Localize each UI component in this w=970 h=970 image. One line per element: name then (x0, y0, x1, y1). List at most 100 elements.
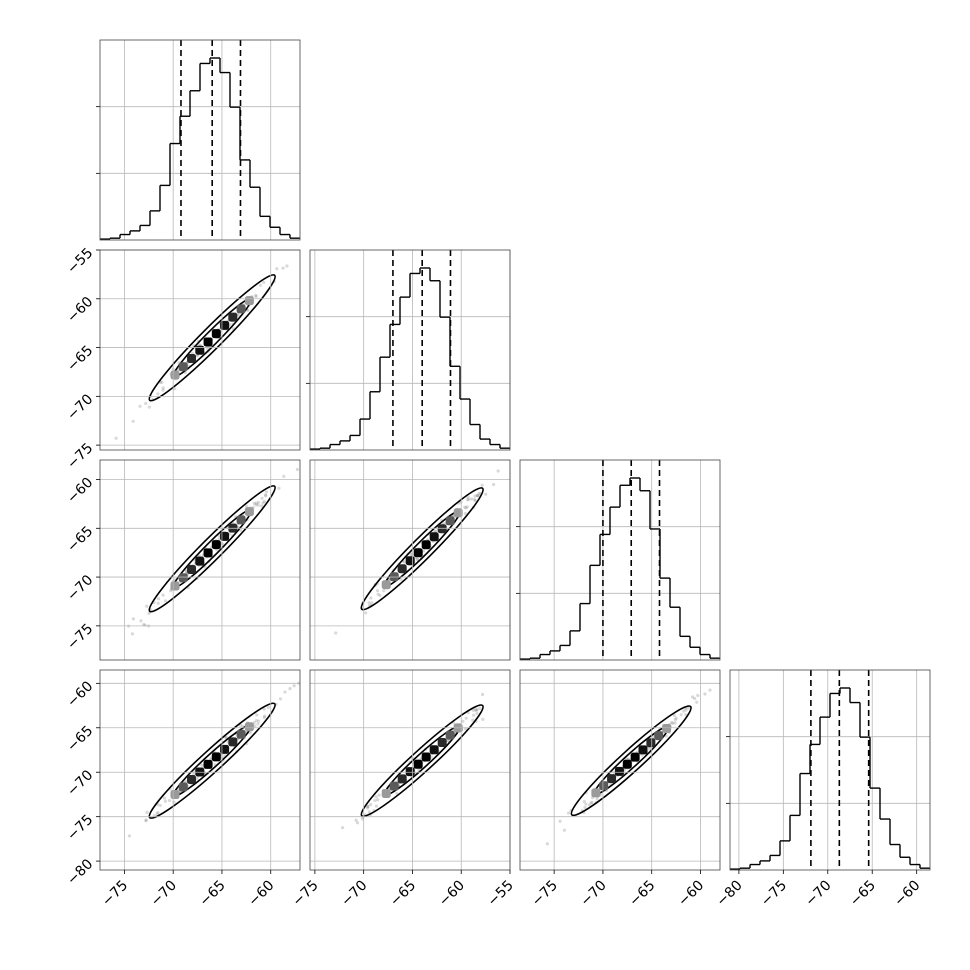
x-tick-label-0-3: −60 (245, 878, 277, 910)
y-tick-label-2-0: −75 (64, 621, 96, 653)
sample-point (395, 791, 399, 796)
sample-point (367, 810, 371, 814)
sample-point (195, 777, 199, 781)
sample-point (246, 308, 250, 313)
sample-point (295, 467, 299, 472)
density-cell-2 (187, 774, 197, 784)
sample-point (472, 498, 477, 502)
sample-point (201, 763, 205, 768)
density-cell-3 (405, 556, 415, 566)
sample-point (478, 706, 482, 710)
density-cell-4 (413, 759, 423, 769)
sample-point (365, 806, 370, 810)
panel-frame-2-2 (519, 459, 721, 661)
sample-point (377, 793, 381, 797)
density-cell-5 (211, 329, 221, 339)
sample-point (481, 717, 485, 721)
sample-point (131, 617, 135, 621)
sample-point (224, 735, 228, 740)
sample-point (262, 715, 266, 720)
sample-point (144, 818, 148, 822)
density-cell-6 (429, 745, 439, 755)
sample-point (651, 735, 655, 739)
sample-point (672, 713, 676, 718)
contour-outer-2-0 (148, 485, 276, 613)
contour-outer-1-0 (148, 274, 276, 402)
sample-point (471, 708, 475, 712)
sample-point (673, 717, 677, 722)
y-tick-label-3-0: −80 (64, 856, 96, 888)
sample-point (484, 492, 488, 496)
density-cell-6 (220, 531, 230, 541)
y-tick-label-2-3: −60 (64, 475, 96, 507)
sample-point (144, 401, 148, 406)
density-cell-7 (228, 737, 238, 747)
sample-point (415, 557, 420, 562)
sample-point (144, 819, 148, 823)
sample-point (415, 557, 420, 561)
x-tick-label-1-4: −55 (485, 878, 517, 910)
sample-point (162, 796, 167, 800)
sample-point (369, 596, 373, 600)
sample-point (469, 497, 474, 501)
x-tick-label-3-3: −65 (847, 878, 879, 910)
sample-point (261, 501, 265, 505)
density-cell-2 (397, 564, 407, 574)
sample-point (366, 804, 370, 809)
sample-point (163, 599, 168, 603)
sample-point (196, 353, 200, 358)
sample-point (473, 494, 477, 498)
panel-frame-1-0 (99, 249, 301, 451)
y-tick-label-1-1: −70 (64, 391, 96, 423)
density-cell-1 (599, 781, 609, 791)
sample-point (584, 802, 588, 806)
sample-point (256, 500, 261, 504)
sample-point (155, 812, 159, 816)
panel-1-1 (306, 249, 511, 451)
sample-point (466, 495, 470, 499)
sample-point (464, 506, 468, 510)
density-cell-6 (638, 745, 648, 755)
panel-frame-2-1 (309, 459, 511, 661)
sample-point (160, 380, 164, 384)
panel-2-2 (516, 459, 721, 661)
sample-point (256, 722, 260, 726)
sample-point (161, 388, 165, 392)
sample-point (283, 690, 287, 694)
sample-point (264, 493, 268, 497)
sample-point (475, 708, 479, 712)
density-cell-6 (220, 320, 230, 330)
y-tick-label-2-1: −70 (64, 572, 96, 604)
density-cell-4 (413, 548, 423, 558)
density-cell-2 (187, 564, 197, 574)
sample-point (562, 828, 566, 832)
y-tick-label-3-2: −70 (64, 767, 96, 799)
density-cell-0 (170, 370, 180, 380)
sample-point (292, 684, 296, 688)
sample-point (248, 731, 252, 735)
sample-point (374, 795, 378, 799)
density-cell-0 (170, 790, 180, 800)
sample-point (285, 264, 289, 268)
density-cell-4 (203, 759, 213, 769)
sample-point (474, 708, 478, 712)
density-cell-8 (654, 731, 664, 741)
x-tick-label-1-0: −75 (289, 878, 321, 910)
density-cell-0 (591, 788, 601, 798)
sample-point (138, 404, 142, 408)
x-tick-label-1-3: −60 (436, 878, 468, 910)
sample-point (167, 798, 172, 803)
x-tick-label-3-2: −70 (802, 878, 834, 910)
density-cell-0 (381, 788, 391, 798)
sample-point (254, 294, 258, 299)
sample-point (156, 597, 161, 601)
panel-frame-2-0 (99, 459, 301, 661)
density-cell-4 (622, 759, 632, 769)
panel-0-0 (96, 39, 301, 241)
sample-point (434, 529, 438, 533)
panel-3-0: −80−75−70−65−60−75 −70 −65 −60 (64, 669, 301, 910)
sample-point (161, 593, 165, 597)
sample-point (278, 697, 283, 701)
x-tick-label-0-2: −65 (197, 878, 229, 910)
sample-point (684, 708, 688, 712)
